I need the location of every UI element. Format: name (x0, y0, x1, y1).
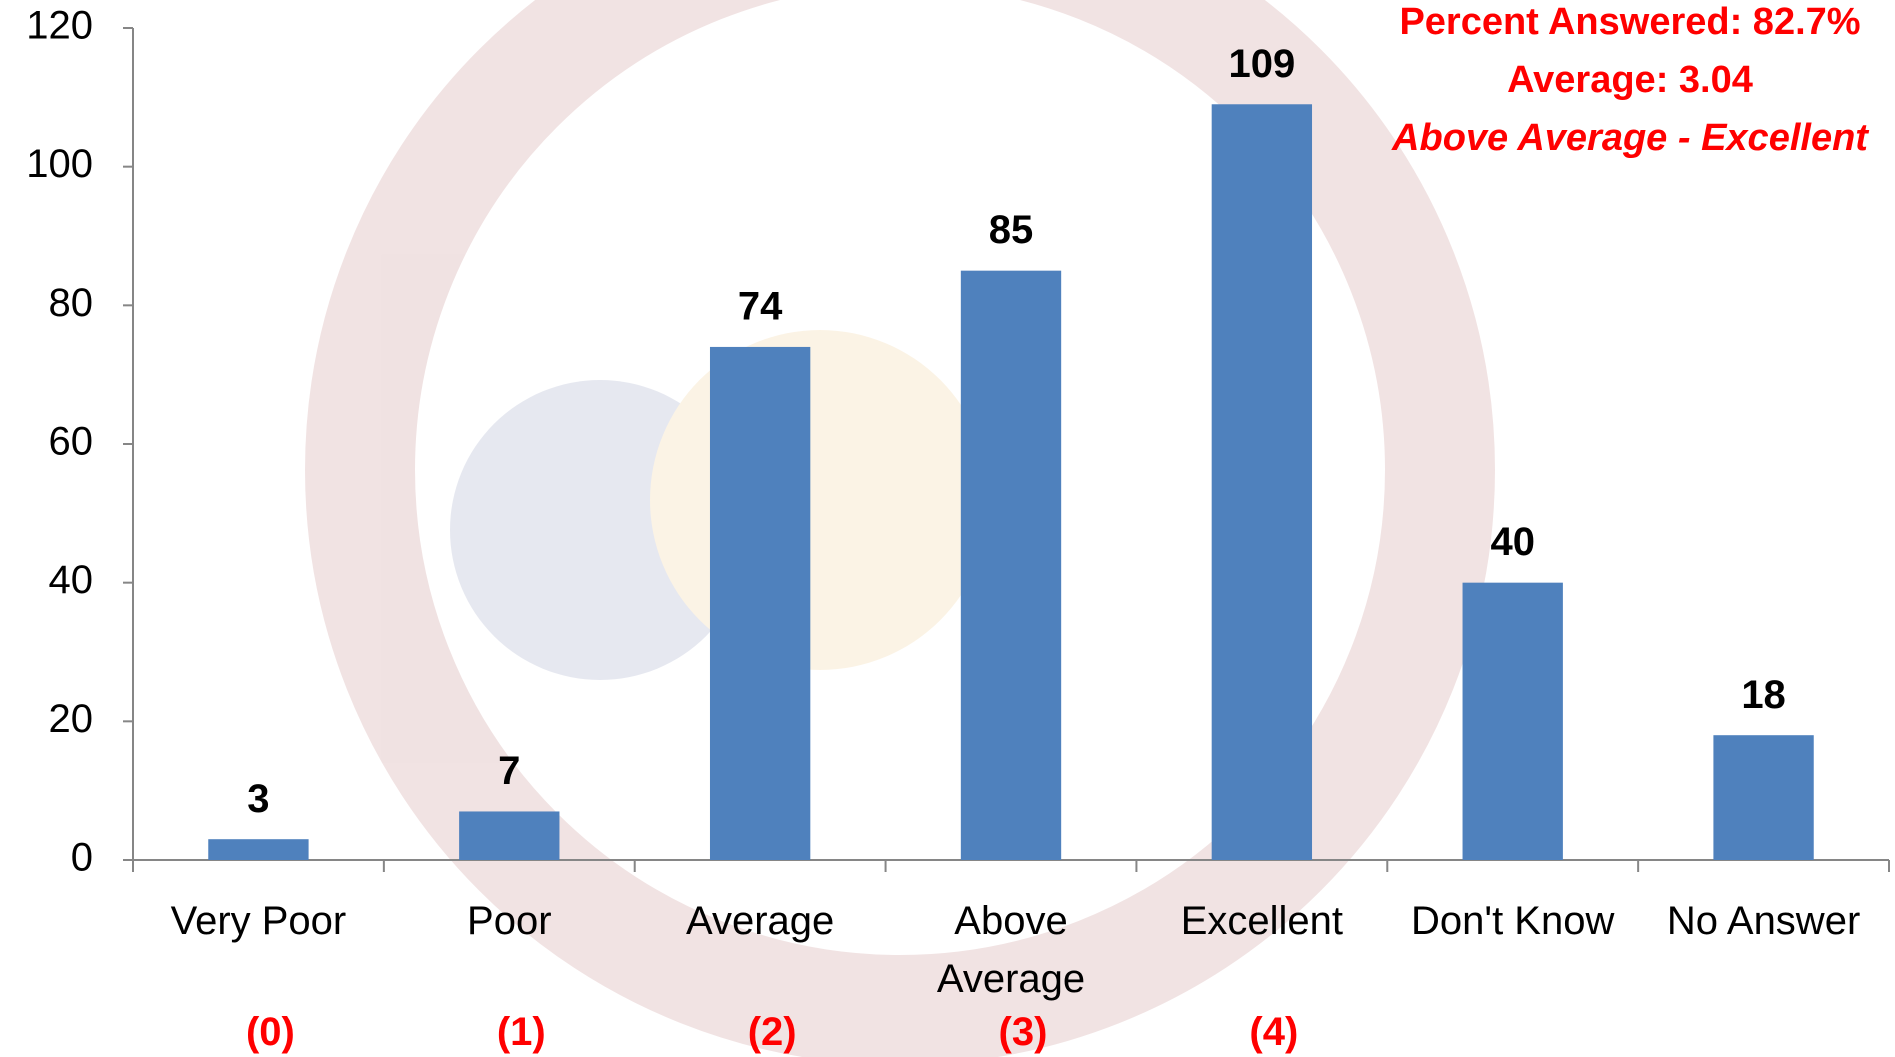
y-tick-label: 40 (49, 558, 94, 602)
value-label: 18 (1741, 673, 1786, 717)
value-label: 109 (1228, 42, 1295, 86)
bar (1713, 735, 1813, 860)
annotation: Average: 3.04 (1507, 59, 1753, 101)
y-tick-label: 100 (26, 142, 93, 186)
x-tick-label: Average (640, 892, 880, 950)
bar (1212, 104, 1312, 860)
y-tick-label: 0 (71, 836, 93, 880)
score-label: (3) (923, 1010, 1123, 1055)
annotation: Percent Answered: 82.7% (1399, 1, 1860, 43)
annotation: Above Average - Excellent (1391, 117, 1869, 159)
x-tick-label: No Answer (1644, 892, 1884, 950)
x-tick-label: Very Poor (138, 892, 378, 950)
value-label: 74 (738, 284, 783, 328)
bar (459, 811, 559, 860)
score-label: (2) (672, 1010, 872, 1055)
score-label: (1) (421, 1010, 621, 1055)
bar (710, 347, 810, 860)
score-label: (4) (1174, 1010, 1374, 1055)
x-tick-label: Above Average (891, 892, 1131, 1008)
y-tick-label: 120 (26, 4, 93, 48)
value-label: 3 (247, 777, 269, 821)
y-tick-label: 80 (49, 281, 94, 325)
y-tick-label: 20 (49, 697, 94, 741)
bar (1463, 583, 1563, 860)
x-tick-label: Excellent (1142, 892, 1382, 950)
value-label: 7 (498, 749, 520, 793)
y-tick-label: 60 (49, 420, 94, 464)
bar (208, 839, 308, 860)
score-label: (0) (170, 1010, 370, 1055)
x-tick-label: Poor (389, 892, 629, 950)
bar (961, 271, 1061, 860)
x-tick-label: Don't Know (1393, 892, 1633, 950)
chart-page: 0 20 40 60 80 100 120 3 7 74 85 109 40 18 Percent Answ… (0, 0, 1895, 1057)
value-label: 40 (1490, 520, 1535, 564)
value-label: 85 (989, 208, 1034, 252)
